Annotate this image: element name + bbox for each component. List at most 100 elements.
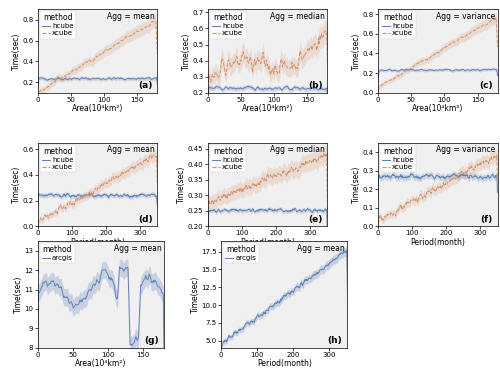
xcube [90,190,96,195]
Text: (d): (d) [138,215,152,224]
Line: hcube: hcube [38,77,158,91]
Text: Agg = median: Agg = median [270,12,325,21]
Text: (g): (g) [144,336,159,344]
Line: hcube: hcube [208,208,328,250]
Line: hcube: hcube [378,69,498,82]
Text: (c): (c) [479,81,492,90]
Y-axis label: Time(sec): Time(sec) [352,166,361,203]
hcube [204,103,210,108]
Text: Agg = mean: Agg = mean [107,145,155,154]
Line: arcgis: arcgis [38,267,164,364]
X-axis label: Period(month): Period(month) [70,238,125,247]
arcgis [116,265,122,269]
xcube [374,222,380,226]
hcube [324,234,330,238]
xcube [105,180,111,184]
Line: hcube: hcube [38,193,158,211]
Y-axis label: Time(sec): Time(sec) [352,32,361,70]
hcube [438,175,444,180]
X-axis label: Area(10⁴km²): Area(10⁴km²) [242,104,293,113]
hcube [490,172,496,177]
hcube [266,206,272,210]
xcube [154,52,160,56]
arcgis [161,361,167,366]
Y-axis label: Time(sec): Time(sec) [12,166,20,203]
xcube [319,155,325,159]
arcgis [218,357,224,361]
hcube [250,86,256,91]
Line: xcube: xcube [378,155,498,224]
hcube [154,204,160,208]
xcube [493,155,499,160]
Text: (f): (f) [480,215,492,224]
hcube [150,192,156,197]
hcube [374,198,380,202]
Line: xcube: xcube [208,31,328,93]
Text: Agg = mean: Agg = mean [114,244,162,253]
xcube [141,26,147,31]
xcube [376,84,382,88]
Y-axis label: Time(sec): Time(sec) [14,276,23,313]
xcube [430,185,436,189]
Line: arcgis: arcgis [221,250,348,359]
xcube [80,63,86,67]
Legend: hcube, xcube: hcube, xcube [40,11,76,39]
xcube [438,186,444,190]
Legend: hcube, xcube: hcube, xcube [210,11,246,39]
Text: Agg = variance: Agg = variance [436,12,495,21]
hcube [151,76,157,80]
xcube [34,95,40,99]
Line: hcube: hcube [208,86,328,106]
hcube [324,95,330,100]
hcube [406,174,412,179]
xcube [481,23,487,27]
xcube [250,65,256,70]
arcgis [82,297,88,301]
xcube [34,220,40,225]
xcube [400,71,406,76]
xcube [276,171,281,175]
Legend: arcgis: arcgis [223,243,258,263]
xcube [98,183,104,187]
hcube [481,67,487,71]
Text: Agg = median: Agg = median [270,145,325,154]
xcube [153,19,159,24]
X-axis label: Area(10⁴km²): Area(10⁴km²) [412,104,464,113]
hcube [323,208,329,212]
hcube [98,194,104,198]
hcube [491,67,497,71]
xcube [324,62,330,66]
hcube [284,84,290,88]
xcube [66,202,72,206]
Text: Agg = mean: Agg = mean [297,244,345,253]
xcube [260,176,266,180]
hcube [400,67,406,72]
hcube [450,171,456,176]
Text: (a): (a) [138,81,152,90]
hcube [48,77,54,81]
arcgis [339,251,345,255]
hcube [420,68,426,72]
xcube [374,87,380,92]
arcgis [36,290,43,295]
hcube [269,208,275,212]
hcube [320,209,326,213]
xcube [322,29,328,33]
Text: (e): (e) [308,215,322,224]
X-axis label: Area(10⁴km²): Area(10⁴km²) [75,359,126,368]
hcube [218,88,224,92]
xcube [490,158,496,162]
hcube [36,76,43,80]
xcube [204,234,210,238]
Legend: hcube, xcube: hcube, xcube [380,11,416,39]
arcgis [50,279,56,284]
hcube [60,78,66,82]
xcube [490,17,496,22]
xcube [311,43,317,47]
hcube [80,76,86,81]
xcube [389,77,395,82]
arcgis [158,287,164,291]
xcube [153,154,159,159]
hcube [146,75,152,79]
hcube [494,74,500,78]
